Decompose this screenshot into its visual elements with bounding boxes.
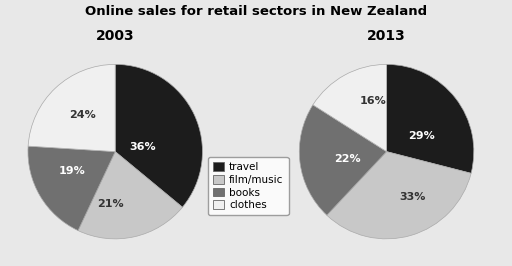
Wedge shape <box>327 152 471 239</box>
Wedge shape <box>300 105 387 215</box>
Text: 19%: 19% <box>58 166 85 176</box>
Text: 36%: 36% <box>130 142 157 152</box>
Wedge shape <box>313 64 387 152</box>
Wedge shape <box>28 146 115 231</box>
Title: 2003: 2003 <box>96 28 135 43</box>
Legend: travel, film/music, books, clothes: travel, film/music, books, clothes <box>208 157 289 215</box>
Text: 29%: 29% <box>408 131 435 141</box>
Text: 33%: 33% <box>399 192 426 202</box>
Wedge shape <box>115 64 202 207</box>
Wedge shape <box>78 152 182 239</box>
Text: Online sales for retail sectors in New Zealand: Online sales for retail sectors in New Z… <box>85 5 427 18</box>
Text: 24%: 24% <box>69 110 95 120</box>
Title: 2013: 2013 <box>367 28 406 43</box>
Text: 16%: 16% <box>360 96 387 106</box>
Wedge shape <box>387 64 474 173</box>
Text: 22%: 22% <box>334 153 360 164</box>
Text: 21%: 21% <box>97 199 124 209</box>
Wedge shape <box>28 64 115 152</box>
